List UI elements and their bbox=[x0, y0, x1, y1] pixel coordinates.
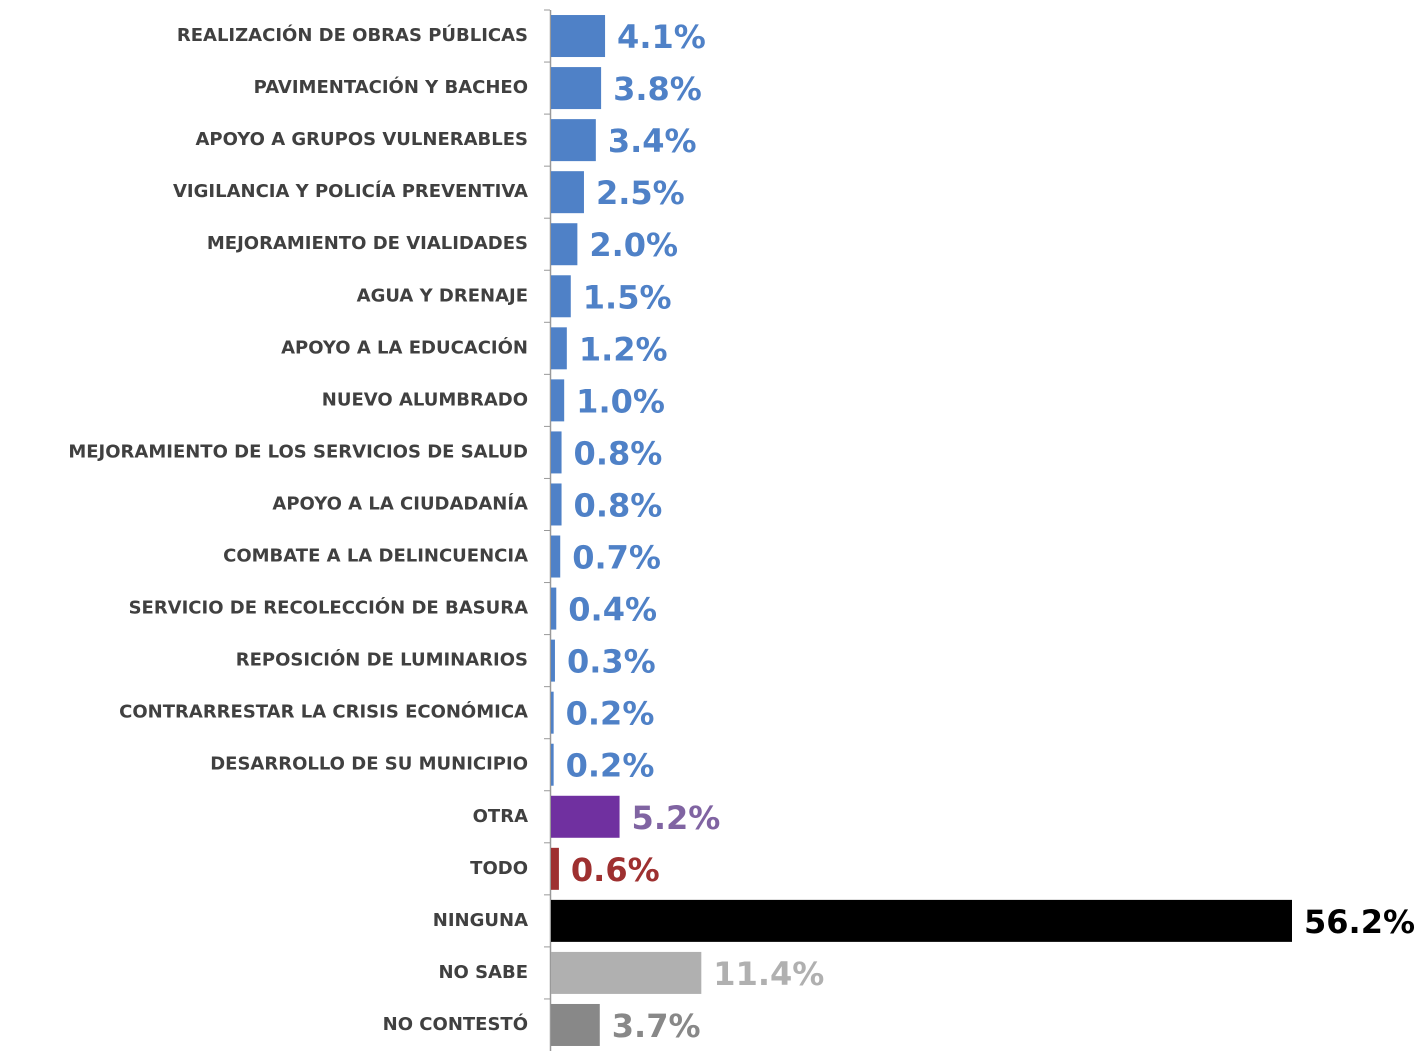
bar bbox=[551, 743, 554, 786]
value-label: 0.6% bbox=[571, 851, 660, 889]
value-label: 2.5% bbox=[596, 174, 685, 212]
category-label: AGUA Y DRENAJE bbox=[357, 285, 528, 306]
value-label: 0.3% bbox=[567, 643, 656, 681]
bar bbox=[551, 899, 1292, 942]
category-label: NUEVO ALUMBRADO bbox=[322, 389, 528, 410]
bar bbox=[551, 691, 554, 734]
bar bbox=[551, 483, 562, 526]
bar bbox=[551, 275, 571, 318]
bar bbox=[551, 15, 606, 58]
bar bbox=[551, 535, 561, 578]
value-label: 0.8% bbox=[574, 486, 663, 524]
value-label: 11.4% bbox=[713, 955, 824, 993]
bar bbox=[551, 587, 557, 630]
category-label: DESARROLLO DE SU MUNICIPIO bbox=[210, 754, 528, 775]
value-label: 1.0% bbox=[576, 382, 665, 420]
value-label: 0.2% bbox=[566, 747, 655, 785]
category-label: REALIZACIÓN DE OBRAS PÚBLICAS bbox=[177, 24, 528, 46]
category-label: NO SABE bbox=[438, 962, 528, 983]
category-label: REPOSICIÓN DE LUMINARIOS bbox=[236, 649, 528, 671]
value-label: 3.7% bbox=[612, 1007, 701, 1045]
bar bbox=[551, 1003, 600, 1046]
value-label: 0.7% bbox=[572, 539, 661, 577]
value-label: 5.2% bbox=[632, 799, 721, 837]
bar bbox=[551, 951, 702, 994]
bar bbox=[551, 119, 596, 162]
category-label: MEJORAMIENTO DE LOS SERVICIOS DE SALUD bbox=[68, 441, 528, 462]
value-label: 56.2% bbox=[1304, 903, 1415, 941]
category-label: NO CONTESTÓ bbox=[383, 1013, 528, 1035]
bar bbox=[551, 847, 559, 890]
category-label: NINGUNA bbox=[433, 910, 528, 931]
value-label: 1.2% bbox=[579, 330, 668, 368]
value-label: 1.5% bbox=[583, 278, 672, 316]
bar bbox=[551, 379, 565, 422]
bar bbox=[551, 639, 555, 682]
category-label: MEJORAMIENTO DE VIALIDADES bbox=[207, 233, 528, 254]
category-label: TODO bbox=[470, 858, 528, 879]
bar bbox=[551, 795, 620, 838]
category-label: APOYO A GRUPOS VULNERABLES bbox=[195, 129, 528, 150]
category-label: VIGILANCIA Y POLICÍA PREVENTIVA bbox=[173, 180, 528, 202]
bar bbox=[551, 67, 602, 110]
category-label: APOYO A LA EDUCACIÓN bbox=[281, 336, 528, 358]
category-label: CONTRARRESTAR LA CRISIS ECONÓMICA bbox=[119, 701, 528, 723]
bar bbox=[551, 327, 567, 370]
category-label: SERVICIO DE RECOLECCIÓN DE BASURA bbox=[129, 597, 529, 619]
bar bbox=[551, 431, 562, 474]
value-label: 2.0% bbox=[589, 226, 678, 264]
category-label: PAVIMENTACIÓN Y BACHEO bbox=[254, 76, 528, 98]
category-label: COMBATE A LA DELINCUENCIA bbox=[223, 546, 528, 567]
bar bbox=[551, 171, 584, 214]
value-label: 3.4% bbox=[608, 122, 697, 160]
value-label: 0.4% bbox=[568, 591, 657, 629]
category-label: APOYO A LA CIUDADANÍA bbox=[272, 492, 528, 514]
bar bbox=[551, 223, 578, 266]
value-label: 0.8% bbox=[574, 434, 663, 472]
value-label: 4.1% bbox=[617, 18, 706, 56]
value-label: 0.2% bbox=[566, 695, 655, 733]
category-label: OTRA bbox=[473, 806, 528, 827]
value-label: 3.8% bbox=[613, 70, 702, 108]
